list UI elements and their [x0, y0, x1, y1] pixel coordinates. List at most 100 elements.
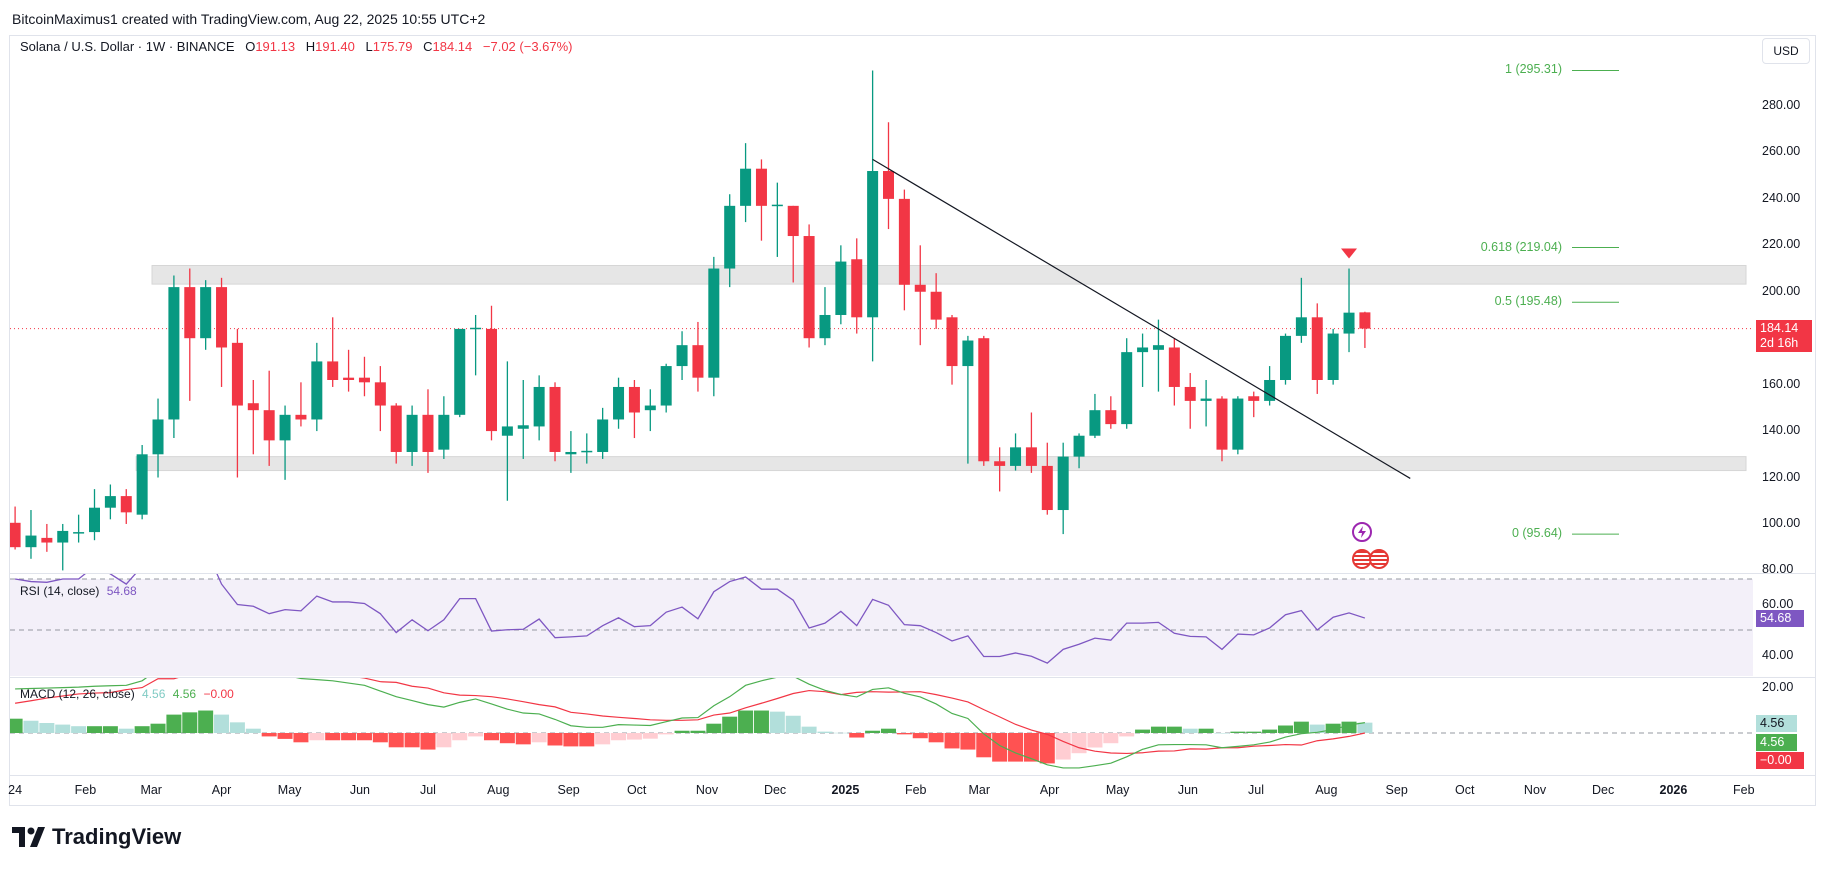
candle[interactable]	[962, 335, 974, 464]
candle[interactable]	[1232, 396, 1244, 455]
rsi-legend[interactable]: RSI (14, close) 54.68	[20, 584, 137, 598]
candle[interactable]	[1041, 442, 1053, 515]
macd-legend[interactable]: MACD (12, 26, close) 4.56 4.56 −0.00	[20, 687, 234, 701]
candle[interactable]	[184, 268, 196, 401]
macd-histogram-bar	[1008, 733, 1024, 762]
candle[interactable]	[740, 143, 752, 223]
candle[interactable]	[1327, 328, 1339, 385]
candle[interactable]	[136, 445, 148, 520]
candle[interactable]	[247, 379, 259, 455]
price-zone[interactable]	[135, 456, 1747, 472]
candle[interactable]	[1057, 442, 1069, 535]
candle[interactable]	[470, 314, 482, 376]
candle[interactable]	[25, 510, 37, 559]
candle[interactable]	[438, 396, 450, 459]
candle[interactable]	[1137, 333, 1149, 387]
symbol-legend[interactable]: Solana / U.S. Dollar · 1W · BINANCE O191…	[20, 39, 573, 54]
candle[interactable]	[1073, 433, 1085, 469]
candle[interactable]	[1152, 319, 1164, 392]
candle[interactable]	[327, 317, 339, 387]
candle[interactable]	[867, 70, 879, 362]
candle[interactable]	[374, 366, 386, 432]
candle[interactable]	[517, 379, 529, 459]
candle[interactable]	[1311, 303, 1323, 394]
candle[interactable]	[501, 361, 513, 501]
candle[interactable]	[581, 433, 593, 464]
candle[interactable]	[597, 407, 609, 459]
candle[interactable]	[311, 342, 323, 432]
candle[interactable]	[708, 256, 720, 397]
candle[interactable]	[1105, 396, 1117, 429]
candle[interactable]	[787, 205, 799, 283]
candle[interactable]	[946, 314, 958, 385]
candle[interactable]	[565, 431, 577, 473]
candle[interactable]	[10, 506, 21, 550]
candle[interactable]	[1280, 333, 1291, 385]
candle[interactable]	[279, 405, 291, 480]
candle[interactable]	[644, 389, 656, 432]
candle[interactable]	[73, 514, 85, 543]
candle[interactable]	[41, 523, 53, 552]
candle[interactable]	[994, 447, 1006, 492]
candle[interactable]	[549, 382, 561, 462]
candle[interactable]	[343, 349, 355, 392]
tradingview-logo[interactable]: TradingView	[12, 824, 181, 850]
candle[interactable]	[676, 331, 688, 380]
candle[interactable]	[851, 238, 863, 334]
candle[interactable]	[930, 273, 942, 329]
candle[interactable]	[1216, 396, 1228, 462]
lightning-event-icon[interactable]	[1352, 522, 1372, 542]
time-axis-label: Jul	[419, 783, 436, 797]
candle[interactable]	[771, 182, 783, 257]
candle[interactable]	[1089, 393, 1101, 439]
currency-button[interactable]: USD	[1762, 38, 1810, 64]
candle[interactable]	[1168, 338, 1180, 406]
candle[interactable]	[216, 277, 228, 387]
candle[interactable]	[422, 389, 434, 473]
candle[interactable]	[835, 245, 847, 325]
candle[interactable]	[978, 335, 990, 466]
candle[interactable]	[755, 159, 767, 241]
candle[interactable]	[120, 489, 132, 524]
candle[interactable]	[454, 328, 466, 418]
candle[interactable]	[1121, 338, 1133, 429]
candle[interactable]	[1010, 433, 1022, 471]
candle[interactable]	[1248, 391, 1260, 418]
candle[interactable]	[724, 194, 736, 288]
candle[interactable]	[1295, 277, 1307, 343]
candle[interactable]	[231, 328, 243, 478]
candle[interactable]	[390, 403, 402, 464]
candle[interactable]	[295, 382, 307, 427]
candle[interactable]	[152, 398, 164, 478]
candle[interactable]	[819, 287, 831, 346]
candle[interactable]	[1025, 412, 1037, 473]
candle[interactable]	[1184, 373, 1196, 429]
candle[interactable]	[613, 377, 625, 429]
candle[interactable]	[406, 405, 418, 466]
candle[interactable]	[692, 321, 704, 392]
candle[interactable]	[628, 379, 640, 439]
candle[interactable]	[1359, 311, 1371, 348]
trendline[interactable]	[872, 158, 1411, 479]
candle[interactable]	[898, 189, 910, 311]
candle[interactable]	[914, 245, 926, 346]
candle[interactable]	[358, 356, 370, 397]
candle[interactable]	[104, 484, 116, 520]
candle[interactable]	[660, 363, 672, 413]
us-flag-event-icon[interactable]	[1369, 549, 1389, 569]
candle[interactable]	[200, 280, 212, 350]
candle[interactable]	[486, 305, 497, 441]
candle[interactable]	[803, 224, 815, 348]
candle[interactable]	[57, 523, 69, 571]
candle[interactable]	[89, 489, 100, 541]
candle[interactable]	[533, 375, 545, 441]
candle[interactable]	[1200, 379, 1212, 427]
price-zone[interactable]	[151, 265, 1747, 285]
candle[interactable]	[883, 122, 894, 230]
candle-body	[1359, 312, 1371, 329]
candle[interactable]	[263, 370, 275, 466]
candle[interactable]	[168, 275, 180, 439]
candle[interactable]	[1343, 268, 1355, 353]
candle[interactable]	[1264, 366, 1276, 406]
